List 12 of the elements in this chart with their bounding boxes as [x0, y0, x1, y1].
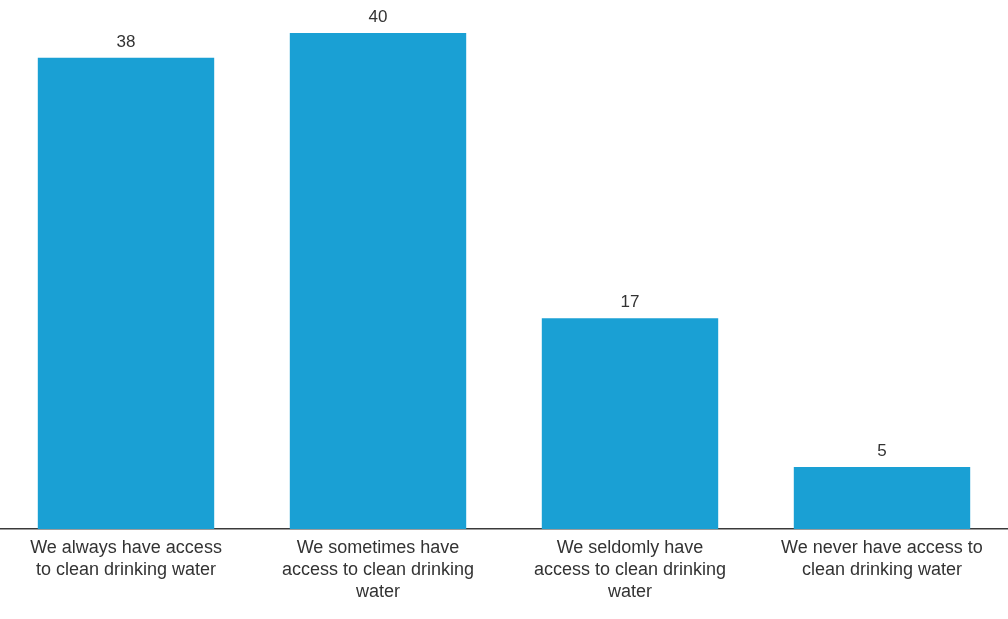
data-label: 17 [620, 292, 640, 312]
data-label: 5 [877, 441, 887, 461]
x-tick-label: We always have access to clean drinking water [30, 536, 222, 579]
bar [289, 33, 467, 529]
x-tick-label: We seldomly have access to clean drinking water [533, 536, 727, 601]
x-tick-label: We sometimes have access to clean drinking water [281, 536, 475, 601]
bar [793, 467, 971, 529]
x-tick-label: We never have access to clean drinking water [781, 536, 983, 579]
data-label: 40 [368, 7, 388, 27]
data-label: 38 [116, 31, 136, 51]
bar [541, 318, 719, 529]
bar [37, 57, 215, 529]
